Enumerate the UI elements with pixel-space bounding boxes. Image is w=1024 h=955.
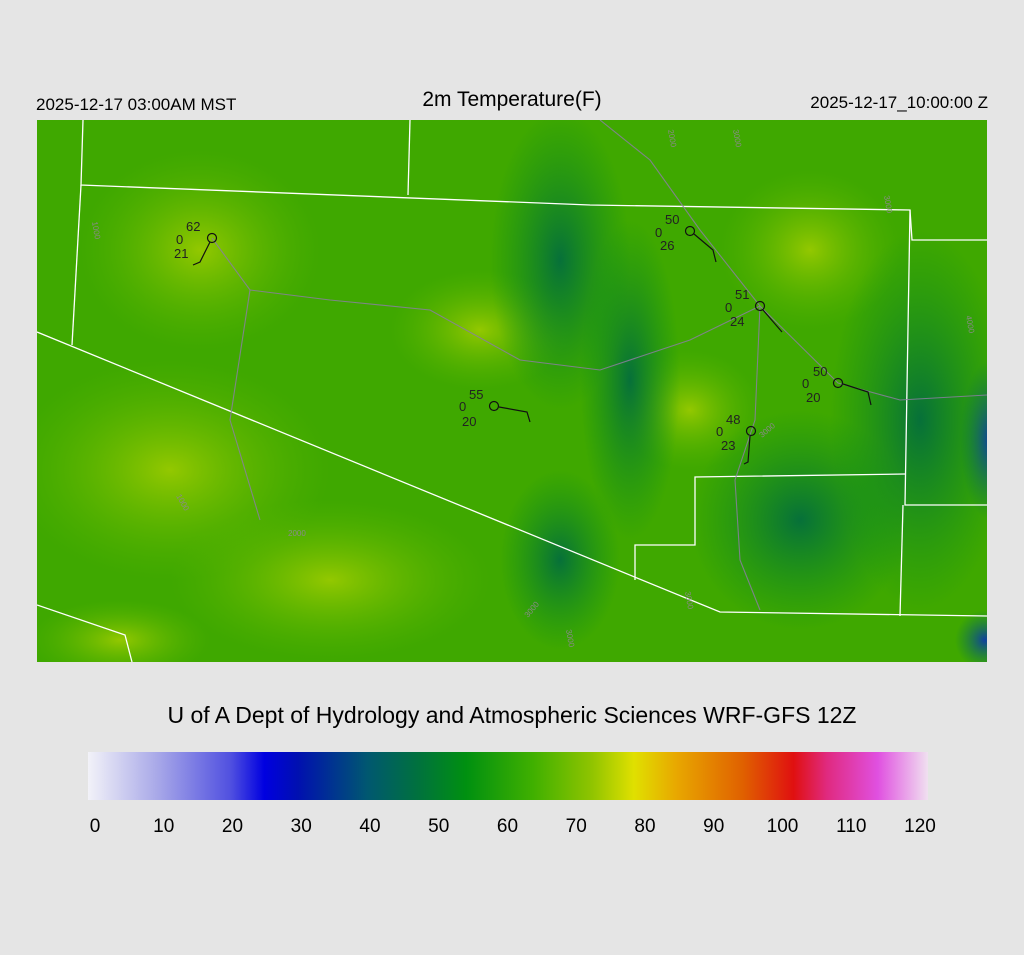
station-temp: 62 bbox=[186, 219, 200, 234]
station-wind: 0 bbox=[459, 399, 466, 414]
station-wind: 0 bbox=[716, 424, 723, 439]
stations: 62 0 21 50 0 26 51 0 24 50 0 20 55 0 20 bbox=[174, 212, 872, 465]
contour-label: 2000 bbox=[288, 529, 306, 538]
station-temp: 51 bbox=[735, 287, 749, 302]
station-temp: 50 bbox=[665, 212, 679, 227]
colorbar-tick-label: 0 bbox=[90, 816, 101, 837]
station: 51 0 24 bbox=[725, 287, 783, 333]
title: 2m Temperature(F) bbox=[422, 88, 601, 111]
colorbar-tick-label: 100 bbox=[767, 816, 799, 837]
station-temp: 50 bbox=[813, 364, 827, 379]
contour-label: 1000 bbox=[90, 221, 102, 241]
credit: U of A Dept of Hydrology and Atmospheric… bbox=[167, 702, 856, 728]
map bbox=[37, 120, 987, 662]
station: 55 0 20 bbox=[459, 387, 531, 429]
station-dew: 26 bbox=[660, 238, 674, 253]
contour-label: 3000 bbox=[882, 195, 894, 215]
contour-label: 3000 bbox=[683, 591, 695, 611]
colorbar-tick-label: 90 bbox=[703, 816, 724, 837]
colorbar-tick-label: 70 bbox=[566, 816, 587, 837]
station-dew: 23 bbox=[721, 438, 735, 453]
station: 48 0 23 bbox=[716, 412, 757, 465]
station-dew: 21 bbox=[174, 246, 188, 261]
station-wind: 0 bbox=[802, 376, 809, 391]
colorbar-tick-label: 20 bbox=[222, 816, 243, 837]
colorbar-tick-label: 120 bbox=[904, 816, 936, 837]
station-dew: 24 bbox=[730, 314, 744, 329]
contour-label: 3000 bbox=[564, 629, 576, 649]
contour-label: 4000 bbox=[964, 315, 976, 335]
colorbar-tick-label: 50 bbox=[428, 816, 449, 837]
station-wind: 0 bbox=[176, 232, 183, 247]
valid-local: 2025-12-17 03:00AM MST bbox=[36, 95, 236, 114]
colorbar-tick-label: 10 bbox=[153, 816, 174, 837]
station: 62 0 21 bbox=[174, 219, 218, 266]
colorbar-tick-label: 30 bbox=[291, 816, 312, 837]
contour-label: 3000 bbox=[731, 129, 743, 149]
station-temp: 55 bbox=[469, 387, 483, 402]
station: 50 0 20 bbox=[802, 364, 872, 406]
station-dew: 20 bbox=[462, 414, 476, 429]
station-wind: 0 bbox=[655, 225, 662, 240]
colorbar-tick-label: 40 bbox=[359, 816, 380, 837]
colorbar bbox=[88, 752, 928, 800]
station: 50 0 26 bbox=[655, 212, 717, 263]
station-wind: 0 bbox=[725, 300, 732, 315]
station-temp: 48 bbox=[726, 412, 740, 427]
colorbar-tick-label: 80 bbox=[634, 816, 655, 837]
colorbar-tick-label: 110 bbox=[836, 816, 866, 837]
valid-utc: 2025-12-17_10:00:00 Z bbox=[810, 93, 988, 112]
colorbar-ticks: 0 10 20 30 40 50 60 70 80 90 100 110 120 bbox=[90, 800, 936, 837]
contour-label: 2000 bbox=[666, 129, 678, 149]
colorbar-tick-label: 60 bbox=[497, 816, 518, 837]
station-dew: 20 bbox=[806, 390, 820, 405]
